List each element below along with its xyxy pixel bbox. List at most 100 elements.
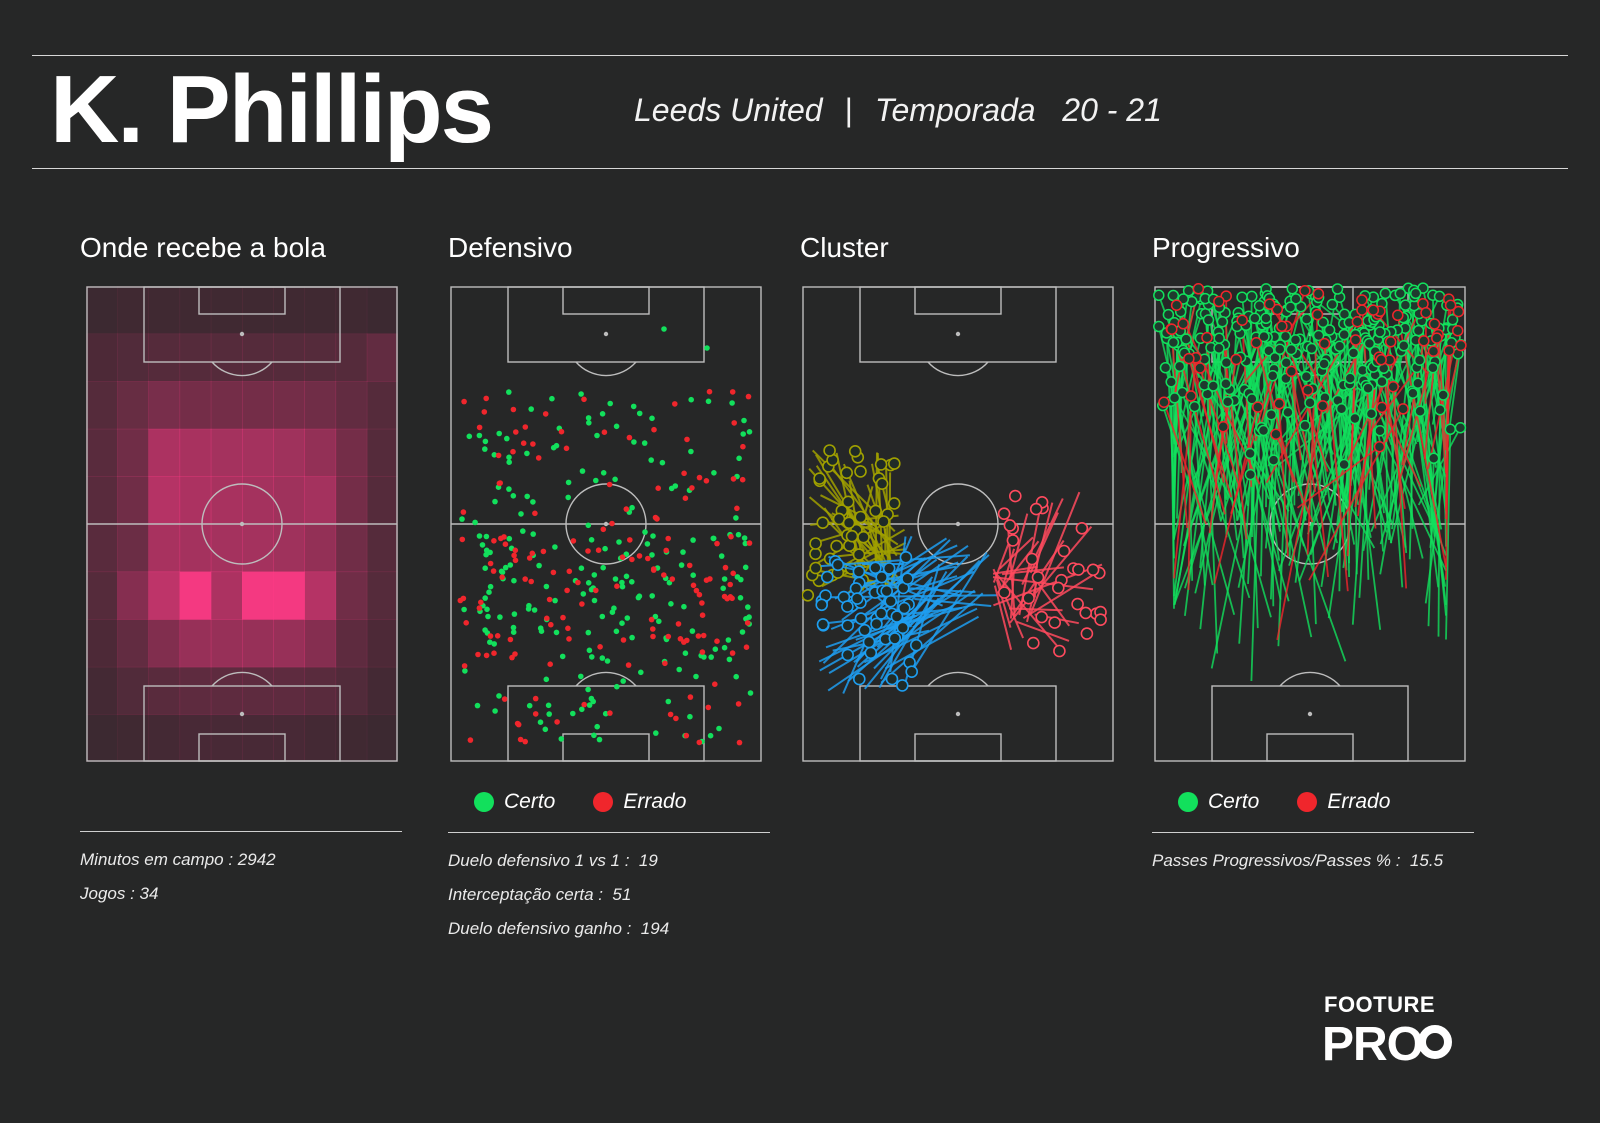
defensive-action-point — [662, 660, 668, 667]
progressive-pass-end-point — [1418, 335, 1430, 347]
progressive-pass-line — [1203, 384, 1272, 618]
defensive-action-point — [585, 580, 592, 586]
heatmap-cell — [148, 571, 181, 620]
defensive-action-point — [463, 620, 469, 626]
defensive-action-point — [532, 695, 539, 702]
defensive-action-point — [522, 738, 528, 745]
stat-games: Jogos : 34 — [80, 884, 159, 903]
defensive-action-point — [588, 695, 595, 702]
defensive-action-point — [482, 565, 488, 571]
heatmap-cell — [117, 476, 149, 525]
progressive-pass-end-point — [1362, 382, 1374, 395]
pass-origin-point — [910, 638, 923, 652]
progressive-pass-line — [1272, 459, 1313, 638]
heatmap-cell — [86, 333, 118, 382]
defensive-action-point — [476, 432, 483, 439]
progressive-pass-end-point — [1202, 314, 1215, 326]
pass-line — [900, 544, 969, 593]
defensive-action-point — [737, 595, 744, 601]
progressive-pass-line — [1445, 429, 1452, 640]
progressive-pass-end-point — [1244, 468, 1257, 481]
progressive-pass-end-point — [1220, 378, 1232, 390]
defensive-action-point — [625, 662, 632, 668]
heatmap-cell — [335, 619, 368, 668]
progressive-pass-end-point — [1376, 401, 1388, 414]
progressive-pass-end-point — [1284, 301, 1297, 313]
defensive-action-point — [585, 415, 592, 421]
progressive-pass-end-point — [1183, 352, 1195, 365]
defensive-action-point — [624, 615, 631, 621]
defensive-action-point — [699, 649, 706, 655]
heatmap-cell — [179, 619, 212, 668]
defensive-action-point — [650, 567, 657, 573]
progressive-pass-line — [1306, 314, 1319, 555]
defensive-action-point — [722, 564, 729, 571]
defensive-action-point — [526, 602, 532, 609]
defensive-action-point — [472, 519, 478, 526]
defensive-action-point — [635, 594, 642, 601]
defensive-action-point — [609, 609, 616, 615]
defensive-action-point — [578, 391, 584, 397]
progressive-pass-end-point — [1356, 294, 1368, 306]
defensive-action-point — [676, 666, 682, 673]
defensive-action-point — [636, 410, 643, 417]
progressive-pitch — [1153, 282, 1467, 762]
defensive-action-point — [543, 676, 550, 683]
penalty-spot-top — [603, 331, 609, 337]
defensive-action-point — [544, 615, 550, 622]
progressive-pass-end-point — [1333, 340, 1346, 353]
defensive-action-point — [546, 711, 552, 717]
defensive-action-point — [565, 625, 571, 632]
pass-origin-point — [875, 570, 888, 584]
defensive-action-point — [491, 452, 498, 458]
defensive-action-point — [579, 706, 585, 713]
heatmap-cell — [304, 571, 337, 620]
pass-line — [1016, 620, 1070, 642]
centre-circle — [917, 483, 999, 565]
defensive-action-point — [659, 459, 666, 466]
heatmap-cell — [179, 381, 212, 430]
defensive-action-point — [600, 470, 607, 476]
defensive-action-point — [672, 401, 678, 407]
defensive-action-point — [476, 424, 483, 431]
progressive-pass-end-point — [1217, 420, 1229, 433]
defensive-action-point — [492, 498, 498, 505]
defensive-action-point — [459, 516, 465, 522]
defensive-action-point — [540, 548, 547, 555]
progressive-pass-end-point — [1213, 332, 1225, 344]
defensive-action-point — [600, 526, 607, 533]
progressive-pass-end-point — [1318, 337, 1331, 350]
progressive-pass-end-point — [1365, 407, 1378, 420]
progressive-pass-end-point — [1230, 353, 1242, 366]
progressive-pass-end-point — [1165, 376, 1177, 388]
progressive-pass-end-point — [1323, 324, 1336, 336]
pass-line — [1009, 573, 1015, 619]
defensive-action-point — [619, 579, 625, 586]
heatmap-cell — [304, 714, 337, 762]
progressive-pass-end-point — [1236, 314, 1248, 326]
defensive-action-point — [695, 633, 702, 639]
defensive-action-point — [681, 603, 687, 610]
heatmap-cell — [273, 333, 305, 382]
panel-title-heatmap: Onde recebe a bola — [80, 232, 326, 263]
heatmap-cell — [148, 714, 181, 762]
heatmap-cell — [86, 571, 118, 620]
defensive-action-point — [619, 583, 626, 590]
pass-origin-point — [888, 632, 902, 645]
defensive-action-point — [721, 644, 728, 651]
penalty-arc-bottom — [927, 671, 989, 687]
goal-box-bottom — [198, 733, 286, 762]
defensive-action-point — [510, 493, 517, 499]
defensive-action-point — [680, 549, 686, 555]
defensive-action-point — [553, 629, 560, 636]
logo-line2: PRO — [1322, 1018, 1423, 1064]
progressive-pass-line — [1210, 347, 1270, 500]
heatmap-cell — [148, 476, 181, 525]
penalty-box-top — [859, 286, 1057, 363]
defensive-action-point — [483, 395, 489, 402]
pass-origin-point — [1025, 552, 1039, 566]
defensive-action-point — [623, 506, 630, 512]
defensive-action-point — [459, 536, 466, 543]
defensive-action-point — [481, 409, 488, 415]
defensive-action-point — [483, 533, 490, 540]
